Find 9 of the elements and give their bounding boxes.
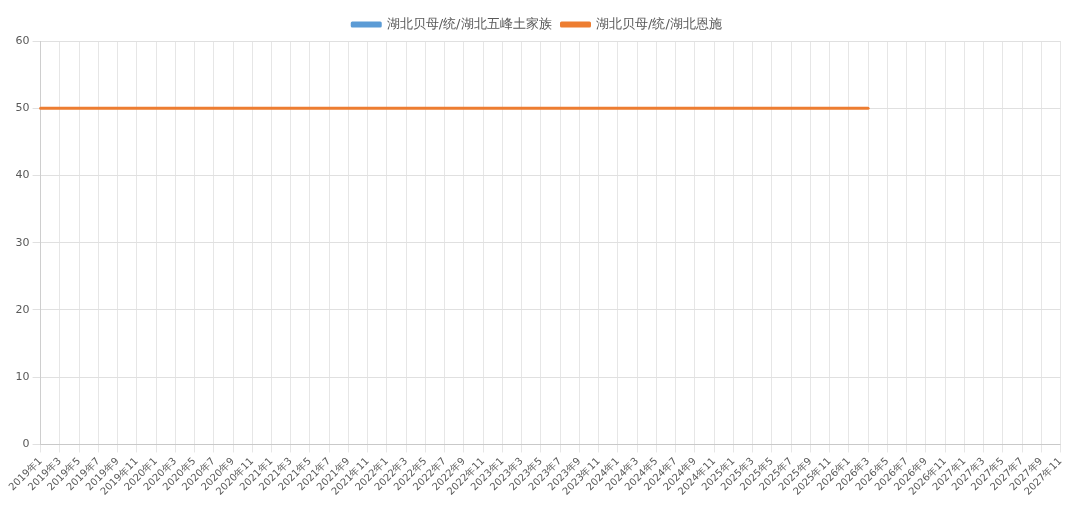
legend-label: 湖北贝母/统/湖北五峰土家族 bbox=[386, 15, 552, 31]
y-tick-label: 60 bbox=[15, 33, 30, 47]
y-tick-label: 20 bbox=[15, 302, 30, 316]
legend-label: 湖北贝母/统/湖北恩施 bbox=[596, 15, 722, 31]
y-tick-label: 30 bbox=[15, 235, 30, 249]
y-tick-label: 50 bbox=[15, 101, 30, 115]
y-tick-label: 0 bbox=[22, 437, 30, 451]
y-tick-label: 10 bbox=[15, 370, 30, 384]
y-tick-label: 40 bbox=[15, 168, 30, 182]
